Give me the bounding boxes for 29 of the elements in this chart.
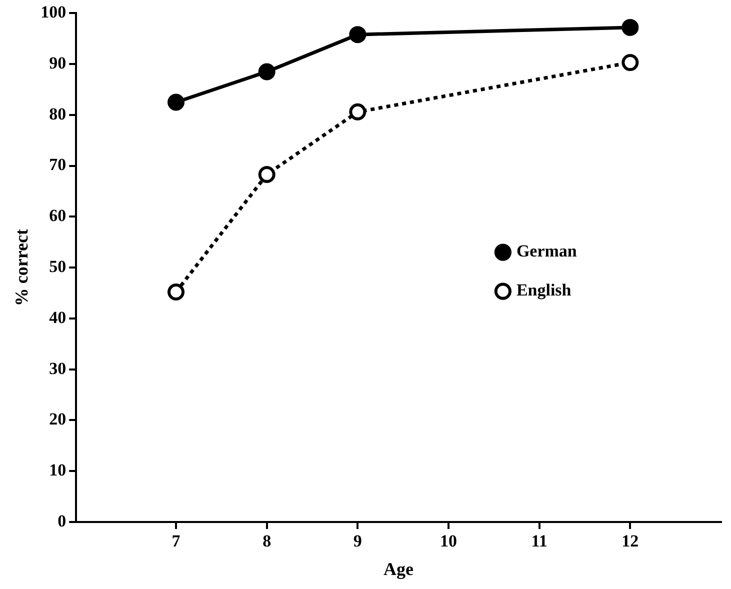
point: [258, 63, 276, 80]
y-tick-label: 0: [58, 511, 66, 530]
legend-label: German: [516, 242, 578, 261]
y-tick-label: 50: [49, 256, 66, 276]
x-tick-label: 7: [172, 532, 181, 551]
y-tick-label: 100: [40, 2, 66, 22]
point: [349, 26, 366, 44]
y-tick-label: 90: [49, 53, 66, 72]
x-axis-title: Age: [384, 558, 414, 579]
y-tick-label: 40: [49, 308, 66, 327]
point: [258, 166, 276, 183]
y-tick-label: 30: [49, 358, 66, 378]
x-tick-label: 8: [262, 532, 272, 551]
point: [349, 103, 366, 120]
point: [168, 284, 185, 301]
point: [622, 18, 639, 36]
legend-label: English: [516, 280, 572, 300]
y-tick-label: 20: [49, 410, 66, 429]
y-tick-label: 70: [49, 155, 66, 174]
y-axis-title: % correct: [11, 229, 32, 306]
y-tick-label: 60: [49, 206, 66, 226]
y-tick-label: 10: [49, 460, 66, 480]
x-tick-label: 12: [622, 532, 639, 551]
x-tick-label: 11: [531, 532, 548, 551]
x-tick-label: 9: [353, 532, 362, 551]
x-tick-label: 10: [440, 532, 458, 551]
point: [622, 54, 639, 72]
point: [168, 94, 185, 111]
y-tick-label: 80: [49, 104, 66, 124]
